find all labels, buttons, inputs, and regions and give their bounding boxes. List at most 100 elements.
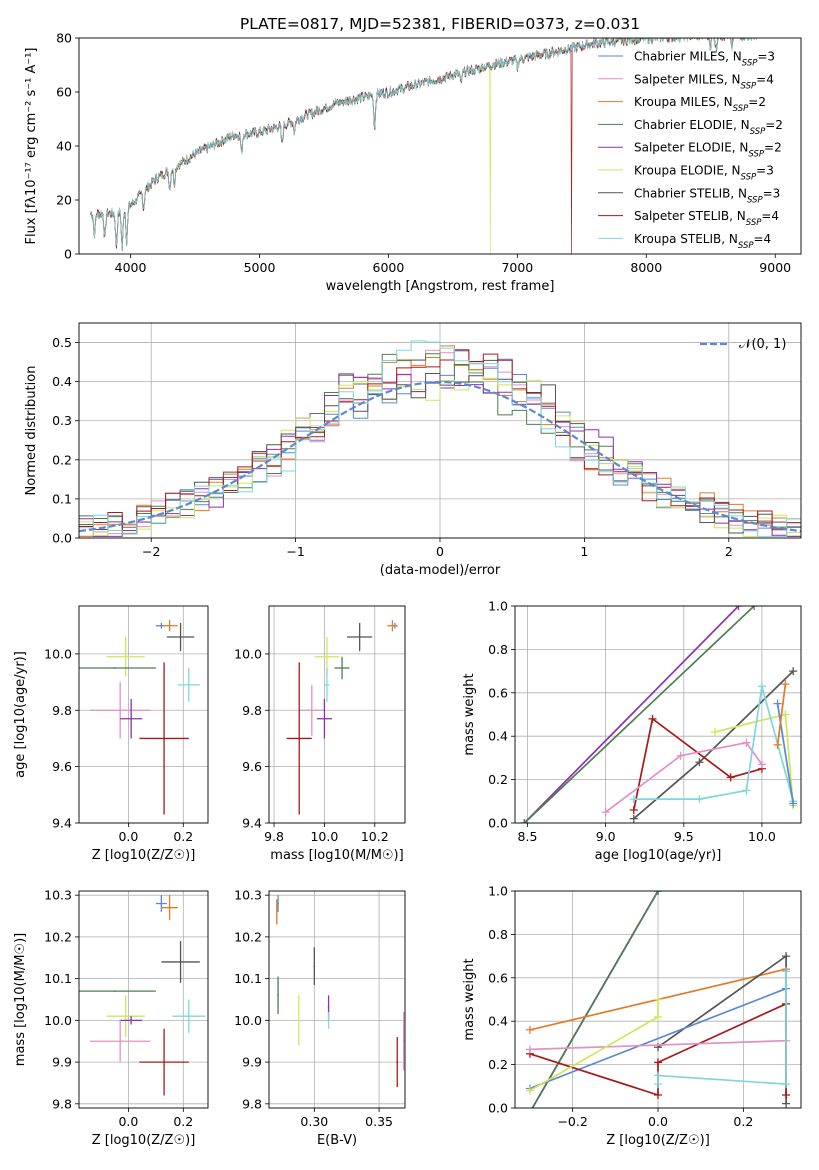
y-tick-label: 60	[56, 85, 72, 100]
grid	[269, 891, 405, 1108]
y-tick-label: 0.2	[488, 1057, 508, 1072]
chart-age-vs-mass: 9.8 10.0 10.2 9.4 9.6 9.8 10.0 mass [log10(M/M☉…	[234, 605, 406, 863]
x-tick-label: −0.2	[557, 1114, 587, 1129]
x-axis-label: age [log10(age/yr)]	[595, 848, 722, 863]
point-salpeter-miles	[310, 709, 313, 712]
x-tick-label: 10.0	[310, 829, 338, 844]
x-tick-label: 8.5	[518, 829, 538, 844]
y-tick-label: 10.1	[234, 971, 262, 986]
y-tick-label: 40	[56, 139, 72, 154]
x-tick-label: 0.0	[118, 829, 138, 844]
point-chabrier-stelib	[313, 965, 316, 968]
marker-chabrier-miles	[789, 799, 798, 808]
y-tick-label: 9.6	[242, 759, 262, 774]
plot-area	[286, 620, 398, 815]
marker-chabrier-stelib	[695, 758, 704, 767]
y-tick-label: 10.3	[44, 888, 72, 903]
figure-title: PLATE=0817, MJD=52381, FIBERID=0373, z=0…	[240, 15, 640, 33]
point-salpeter-miles	[119, 709, 122, 712]
grid	[269, 606, 405, 824]
x-tick-label: 9.8	[264, 829, 284, 844]
legend-label-salpeter-miles: Salpeter MILES, NSSP=4	[634, 72, 774, 91]
histogram-kroupa-elodie	[79, 370, 801, 538]
marker-salpeter-stelib	[654, 1090, 662, 1099]
marker-salpeter-stelib	[726, 773, 735, 782]
weight-line-chabrier-miles	[529, 987, 787, 1090]
y-tick-label: 0.6	[488, 970, 508, 985]
y-tick-label: 9.9	[242, 1055, 262, 1070]
plot-area	[275, 895, 405, 1088]
y-axis-label: mass weight	[462, 958, 477, 1040]
chart-spectrum: 4000 5000 6000 7000 8000 9000 0 20 40 60 80 wavelen…	[24, 31, 802, 294]
axes-frame	[78, 890, 209, 1109]
legend-label-kroupa-elodie: Kroupa ELODIE, NSSP=3	[634, 164, 774, 183]
axes-frame	[514, 890, 802, 1109]
point-kroupa-miles	[168, 906, 171, 909]
marker-chabrier-stelib	[789, 667, 798, 676]
x-axis-label: Z [log10(Z/Z☉)]	[606, 1133, 710, 1148]
y-axis-label: mass weight	[462, 673, 477, 755]
weight-line-kroupa-stelib	[633, 686, 795, 802]
weight-line-chabrier-elodie	[531, 891, 659, 1108]
histogram-chabrier-stelib	[79, 359, 801, 538]
histogram-kroupa-stelib	[79, 340, 801, 538]
normal-curve	[79, 380, 801, 533]
y-tick-label: 9.8	[242, 1096, 262, 1111]
x-tick-label: 6000	[373, 260, 405, 275]
y-tick-label: 0.8	[488, 642, 508, 657]
marker-kroupa-elodie	[654, 995, 662, 1004]
point-kroupa-elodie	[124, 1015, 127, 1018]
weight-line-salpeter-miles	[605, 741, 763, 813]
marker-salpeter-elodie	[526, 1108, 534, 1116]
axes-frame	[268, 605, 406, 824]
chart-weight-vs-z: −0.2 0.0 0.2 0.0 0.2 0.4 0.6 0.8 1.0 Z [log10(Z/Z…	[462, 884, 802, 1148]
y-axis-label: Flux [fλ10⁻¹⁷ erg cm⁻² s⁻¹ A⁻¹]	[24, 48, 39, 245]
point-kroupa-stelib	[187, 684, 190, 686]
marker-chabrier-miles	[773, 699, 782, 708]
x-axis-label: wavelength [Angstrom, rest frame]	[326, 279, 555, 294]
y-tick-label: 9.8	[52, 703, 72, 718]
plot-area	[90, 38, 758, 254]
y-tick-label: 0	[64, 247, 72, 262]
point-kroupa-stelib	[187, 1015, 190, 1018]
point-chabrier-stelib	[179, 961, 182, 963]
weight-line-salpeter-stelib	[632, 717, 763, 811]
y-tick-label: 10.0	[44, 646, 72, 661]
y-axis-label: age [log10(age/yr)]	[13, 651, 28, 778]
y-tick-label: 10.2	[44, 929, 72, 944]
y-tick-label: 0.3	[52, 413, 72, 428]
legend-label-kroupa-miles: Kroupa MILES, NSSP=2	[634, 95, 766, 114]
point-kroupa-elodie	[297, 1019, 300, 1022]
x-tick-label: 10.2	[361, 829, 389, 844]
point-salpeter-stelib	[396, 1061, 399, 1063]
marker-kroupa-elodie	[525, 1086, 534, 1095]
y-tick-label: 0.4	[488, 729, 508, 744]
spectrum-line-kroupa-stelib	[90, 38, 757, 251]
x-tick-label: 4000	[115, 260, 147, 275]
y-tick-label: 10.0	[234, 646, 262, 661]
marker-chabrier-stelib	[782, 1099, 791, 1108]
chart-mass-vs-ebv: 0.30 0.35 9.8 9.9 10.0 10.1 10.2 10.3 E(B-V)	[234, 888, 406, 1148]
x-tick-label: 9.0	[596, 829, 616, 844]
y-tick-label: 9.8	[52, 1096, 72, 1111]
x-tick-label: 0.2	[173, 829, 193, 844]
marker-salpeter-elodie	[734, 606, 743, 610]
x-tick-label: 9000	[759, 260, 791, 275]
marker-chabrier-elodie	[526, 1108, 534, 1116]
x-axis-label: Z [log10(Z/Z☉)]	[92, 848, 196, 863]
weight-line-salpeter-miles	[529, 1039, 787, 1051]
y-tick-label: 0.8	[488, 927, 508, 942]
marker-kroupa-elodie	[654, 1012, 662, 1021]
marker-salpeter-miles	[757, 760, 766, 769]
marker-kroupa-stelib	[782, 967, 791, 976]
point-chabrier-miles	[277, 902, 279, 905]
legend-label-salpeter-elodie: Salpeter ELODIE, NSSP=2	[634, 141, 782, 160]
y-tick-label: 0.2	[52, 452, 72, 467]
marker-kroupa-stelib	[782, 1080, 791, 1089]
legend-label-kroupa-stelib: Kroupa STELIB, NSSP=4	[634, 232, 771, 251]
y-tick-label: 10.3	[234, 888, 262, 903]
x-tick-label: 0.2	[173, 1114, 193, 1129]
y-tick-label: 9.8	[242, 703, 262, 718]
point-chabrier-elodie	[277, 994, 279, 997]
y-tick-label: 9.9	[52, 1055, 72, 1070]
